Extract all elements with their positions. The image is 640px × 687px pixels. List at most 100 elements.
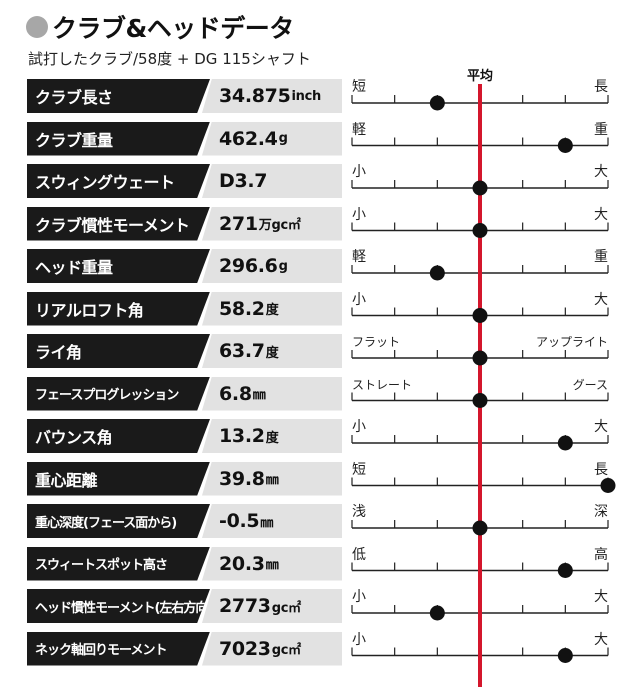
value-number: 296.6	[219, 255, 278, 277]
row-value: 58.2 度	[202, 291, 342, 326]
row-label: スウィートスポット高さ	[27, 546, 210, 581]
data-row: バウンス角 13.2 度小大	[0, 416, 640, 458]
value-unit: gc㎡	[271, 643, 301, 658]
row-label: ネック軸回りモーメント	[27, 631, 210, 666]
bullet-circle-icon	[26, 16, 48, 38]
average-label: 平均	[467, 68, 493, 84]
scale-left-label: フラット	[352, 335, 401, 349]
value-marker	[472, 520, 488, 536]
value-unit: ㎜	[265, 558, 279, 573]
scale-left-label: 浅	[352, 504, 366, 520]
data-row: クラブ重量 462.4 g 軽重	[0, 119, 640, 161]
value-marker	[472, 223, 488, 238]
value-number: -0.5	[219, 510, 260, 532]
scale-right-label: 大	[594, 589, 608, 605]
value-number: 63.7	[219, 340, 265, 362]
scale-left-label: 小	[352, 206, 366, 223]
value-marker	[472, 393, 488, 408]
value-unit: 万gc㎡	[258, 218, 301, 233]
scale-left-label: 軽	[352, 249, 366, 265]
value-unit: g	[278, 258, 288, 274]
value-unit: inch	[291, 88, 322, 104]
value-marker	[557, 138, 573, 153]
scale-right-label: 重	[594, 121, 608, 138]
data-row: ライ角 63.7 度フラット アップライト	[0, 331, 640, 373]
row-label: ライ角	[27, 334, 210, 368]
scale-left-label: 小	[352, 589, 366, 605]
scale-left-label: 小	[352, 164, 366, 180]
value-number: 39.8	[219, 467, 265, 490]
value-unit: g	[278, 131, 288, 146]
value-unit: 度	[265, 345, 279, 361]
value-number: 7023	[219, 637, 271, 660]
row-label: クラブ重量	[27, 121, 210, 156]
row-value: 271 万gc㎡	[202, 206, 342, 241]
title-text: クラブ&ヘッドデータ	[52, 14, 294, 43]
scale-right-label: 大	[594, 419, 608, 435]
row-value: 20.3 ㎜	[202, 546, 342, 581]
value-marker	[600, 478, 616, 493]
value-number: 2773	[219, 595, 271, 617]
scale-left-label: 低	[352, 546, 366, 563]
value-number: 6.8	[219, 382, 252, 405]
data-row: スウィングウェート D3.7 小 大	[0, 161, 640, 203]
row-value: 7023 gc㎡	[202, 631, 342, 666]
row-label: 重心深度(フェース面から)	[27, 504, 210, 538]
scale-left-label: ストレート	[352, 377, 413, 392]
value-number: 271	[219, 212, 258, 235]
page-title: クラブ&ヘッドデータ	[26, 10, 294, 44]
row-label: ヘッド重量	[27, 249, 210, 283]
scale-left-label: 軽	[352, 121, 366, 138]
value-unit: ㎜	[252, 388, 266, 403]
scale-left-label: 小	[352, 631, 366, 648]
value-marker	[472, 350, 488, 366]
scale-right-label: 長	[594, 461, 608, 478]
scale-right-label: 大	[594, 206, 608, 223]
scale-left-label: 短	[352, 461, 366, 478]
value-unit: 度	[265, 303, 279, 318]
data-row: クラブ長さ 34.875 inch 短長	[0, 76, 640, 118]
row-value: 34.875 inch	[202, 79, 342, 113]
scale-left-label: 小	[352, 419, 366, 435]
value-marker	[557, 648, 573, 663]
value-number: 58.2	[219, 297, 265, 320]
scale-right-label: アップライト	[535, 335, 608, 349]
value-unit: ㎜	[260, 515, 274, 531]
scale-right-label: 重	[594, 249, 608, 265]
value-marker	[429, 605, 445, 621]
scale-right-label: グース	[572, 377, 608, 392]
row-label: クラブ慣性モーメント	[27, 206, 210, 241]
row-label: フェースプログレッション	[27, 376, 210, 411]
row-label: バウンス角	[27, 419, 210, 453]
scale-right-label: 大	[594, 631, 608, 648]
value-number: 20.3	[219, 552, 265, 575]
row-value: -0.5 ㎜	[202, 504, 342, 538]
value-marker	[557, 435, 573, 451]
scale-right-label: 深	[594, 504, 608, 520]
value-number: 34.875	[219, 85, 291, 107]
data-row: ヘッド重量 296.6 g 軽 重	[0, 246, 640, 288]
row-value: 39.8 ㎜	[202, 461, 342, 496]
value-marker	[557, 563, 573, 578]
row-label: 重心距離	[27, 461, 210, 496]
row-label: クラブ長さ	[27, 79, 210, 113]
row-value: 2773 gc㎡	[202, 589, 342, 623]
row-label: ヘッド慣性モーメント(左右方向)	[27, 589, 210, 623]
value-marker	[429, 95, 445, 111]
scale-right-label: 大	[594, 291, 608, 308]
row-label: リアルロフト角	[27, 291, 210, 326]
value-unit: gc㎡	[271, 600, 301, 616]
row-value: 6.8 ㎜	[202, 376, 342, 411]
row-value: 63.7 度	[202, 334, 342, 368]
scale-left-label: 小	[352, 291, 366, 308]
value-marker	[472, 308, 488, 323]
page-subtitle: 試打したクラブ/58度 + DG 115シャフト	[28, 50, 311, 68]
value-number: D3.7	[219, 170, 268, 192]
